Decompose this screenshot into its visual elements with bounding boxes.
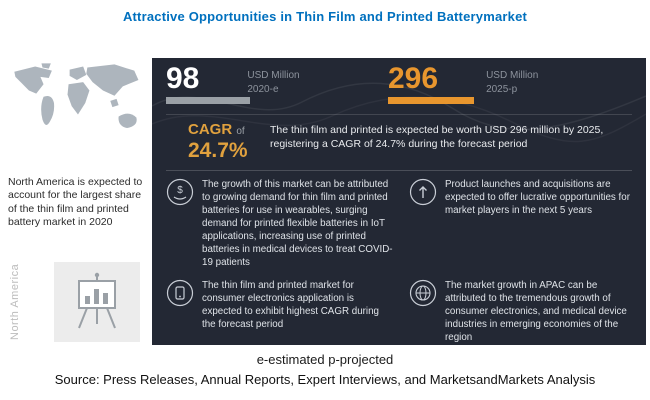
bullet-item-growth: $ The growth of this market can be attri… (166, 178, 393, 269)
page-title: Attractive Opportunities in Thin Film an… (122, 9, 528, 24)
footnote-estimated-projected: e-estimated p-projected (256, 352, 394, 367)
region-vertical-label: North America (9, 263, 21, 341)
stat-2020-period: 2020-e (247, 83, 279, 95)
device-icon (166, 280, 194, 307)
bullet-text: The thin film and printed market for con… (202, 280, 379, 331)
divider (166, 114, 632, 115)
bullet-item-consumer-electronics: The thin film and printed market for con… (166, 279, 393, 344)
world-map (14, 63, 139, 129)
stat-2025: 296 USD Million 2025-p (388, 63, 538, 96)
presentation-chart-icon (78, 272, 116, 329)
region-caption: North America is expected to account for… (8, 176, 143, 229)
bullet-text: Product launches and acquisitions are ex… (445, 179, 630, 217)
bullet-text: The market growth in APAC can be attribu… (445, 280, 627, 344)
cagr-label: CAGR of (188, 121, 248, 138)
stat-2020-labels: USD Million 2020-e (247, 69, 299, 96)
cagr-word: CAGR (188, 121, 233, 138)
stat-2020-unit: USD Million (247, 70, 300, 81)
stat-2025-bar (388, 97, 474, 104)
stat-2025-value: 296 (388, 62, 439, 95)
bullet-item-apac: The market growth in APAC can be attribu… (409, 279, 636, 344)
bullet-text: The growth of this market can be attribu… (202, 179, 393, 269)
market-summary: The thin film and printed is expected be… (270, 124, 604, 150)
cagr-of: of (236, 126, 245, 137)
stat-2025-labels: USD Million 2025-p (486, 69, 538, 96)
bullet-item-launches: Product launches and acquisitions are ex… (409, 178, 636, 269)
source-line: Source: Press Releases, Annual Reports, … (54, 372, 596, 387)
cagr-block: CAGR of 24.7% (188, 121, 248, 163)
divider (166, 170, 632, 171)
coins-hand-icon: $ (166, 178, 194, 206)
stat-2025-unit: USD Million (486, 70, 539, 81)
globe-icon (409, 280, 437, 307)
stat-2020-bar (166, 97, 250, 104)
insight-bullets: $ The growth of this market can be attri… (166, 178, 636, 344)
launch-icon (409, 178, 437, 206)
stat-2020: 98 USD Million 2020-e (166, 63, 300, 96)
stat-2025-period: 2025-p (486, 83, 518, 95)
market-stats-panel: 98 USD Million 2020-e 296 USD Million 20… (152, 58, 646, 345)
stat-2020-value: 98 (166, 62, 200, 95)
left-region-panel: North America is expected to account for… (6, 40, 152, 345)
svg-text:$: $ (177, 185, 183, 196)
region-highlight-block (54, 262, 140, 342)
cagr-value: 24.7% (188, 139, 248, 162)
